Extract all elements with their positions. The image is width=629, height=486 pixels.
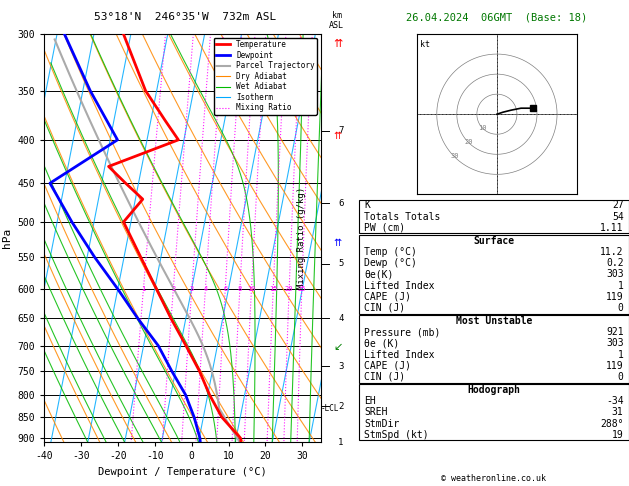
Bar [359,315,629,382]
Text: 30: 30 [450,153,459,159]
Text: ⇈: ⇈ [334,131,342,141]
Text: CIN (J): CIN (J) [364,372,405,382]
Bar [359,200,629,233]
Text: 119: 119 [606,292,623,302]
Text: EH: EH [364,396,376,406]
Text: ↙: ↙ [333,343,342,352]
Text: 10: 10 [247,286,256,292]
Text: 5: 5 [338,259,343,268]
Text: 1.11: 1.11 [600,223,623,233]
Text: 2: 2 [171,286,175,292]
Text: Dewp (°C): Dewp (°C) [364,258,417,268]
Text: Lifted Index: Lifted Index [364,349,435,360]
Text: 288°: 288° [600,418,623,429]
Text: 8: 8 [238,286,242,292]
Text: 6: 6 [223,286,227,292]
Text: Hodograph: Hodograph [467,385,520,395]
Text: Temp (°C): Temp (°C) [364,247,417,257]
Text: θe(K): θe(K) [364,269,393,279]
Text: -34: -34 [606,396,623,406]
Text: 119: 119 [606,361,623,371]
Text: 27: 27 [612,200,623,210]
Text: 0.2: 0.2 [606,258,623,268]
Text: 3: 3 [190,286,194,292]
Text: 10: 10 [479,125,487,131]
Text: Surface: Surface [473,236,515,246]
Text: 0: 0 [618,372,623,382]
Text: 7: 7 [338,126,343,135]
Text: km
ASL: km ASL [329,11,344,30]
Text: 3: 3 [338,362,343,371]
Text: 1: 1 [618,349,623,360]
Text: 6: 6 [338,199,343,208]
Bar [359,384,629,440]
Text: Lifted Index: Lifted Index [364,280,435,291]
Bar [359,235,629,313]
Text: 15: 15 [269,286,277,292]
Text: PW (cm): PW (cm) [364,223,405,233]
Text: © weatheronline.co.uk: © weatheronline.co.uk [442,474,546,483]
Text: 0: 0 [618,303,623,313]
Text: 1: 1 [618,280,623,291]
Text: 303: 303 [606,338,623,348]
Text: 11.2: 11.2 [600,247,623,257]
Text: 26.04.2024  06GMT  (Base: 18): 26.04.2024 06GMT (Base: 18) [406,12,587,22]
Text: 2: 2 [338,402,343,411]
Text: 31: 31 [612,407,623,417]
Text: CAPE (J): CAPE (J) [364,361,411,371]
Text: Most Unstable: Most Unstable [455,316,532,326]
Text: 54: 54 [612,211,623,222]
Text: 25: 25 [298,286,306,292]
Text: kt: kt [420,40,430,50]
Text: ⇈: ⇈ [333,39,342,49]
Text: 1: 1 [142,286,145,292]
Text: 19: 19 [612,430,623,440]
Text: 20: 20 [285,286,293,292]
Text: ⇈: ⇈ [334,238,342,248]
Text: 4: 4 [338,314,343,323]
Text: 53°18'N  246°35'W  732m ASL: 53°18'N 246°35'W 732m ASL [94,12,277,22]
Text: -LCL: -LCL [321,404,339,413]
Text: 303: 303 [606,269,623,279]
Legend: Temperature, Dewpoint, Parcel Trajectory, Dry Adiabat, Wet Adiabat, Isotherm, Mi: Temperature, Dewpoint, Parcel Trajectory… [214,38,317,115]
X-axis label: Dewpoint / Temperature (°C): Dewpoint / Temperature (°C) [98,467,267,477]
Text: 4: 4 [203,286,208,292]
Text: Totals Totals: Totals Totals [364,211,440,222]
Text: CIN (J): CIN (J) [364,303,405,313]
Text: CAPE (J): CAPE (J) [364,292,411,302]
Text: SREH: SREH [364,407,387,417]
Text: 20: 20 [465,139,473,145]
Text: StmDir: StmDir [364,418,399,429]
Text: 921: 921 [606,327,623,337]
Text: StmSpd (kt): StmSpd (kt) [364,430,428,440]
Y-axis label: hPa: hPa [2,228,12,248]
Text: 1: 1 [338,438,343,447]
Text: θe (K): θe (K) [364,338,399,348]
Text: Mixing Ratio (g/kg): Mixing Ratio (g/kg) [298,187,306,289]
Text: K: K [364,200,370,210]
Text: Pressure (mb): Pressure (mb) [364,327,440,337]
